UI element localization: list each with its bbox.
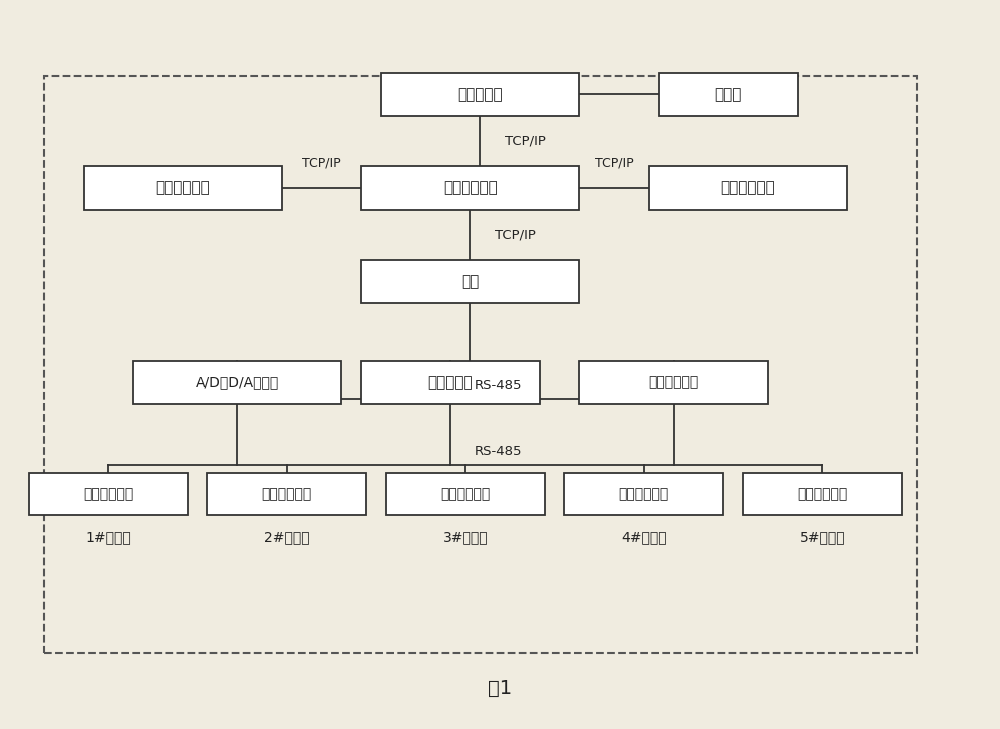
- FancyBboxPatch shape: [579, 361, 768, 404]
- Text: 设备组态网卡: 设备组态网卡: [619, 487, 669, 502]
- Text: 开关量输入器: 开关量输入器: [648, 375, 699, 389]
- FancyBboxPatch shape: [361, 361, 540, 404]
- Text: TCP/IP: TCP/IP: [595, 157, 633, 170]
- FancyBboxPatch shape: [564, 473, 723, 515]
- FancyBboxPatch shape: [133, 361, 341, 404]
- FancyBboxPatch shape: [29, 473, 188, 515]
- Text: 图1: 图1: [488, 679, 512, 698]
- Text: 监控计算机: 监控计算机: [457, 87, 503, 102]
- Text: 局域网浏览器: 局域网浏览器: [721, 181, 775, 195]
- Text: 网关: 网关: [461, 274, 479, 289]
- Text: 打印机: 打印机: [714, 87, 742, 102]
- Text: 1#层压机: 1#层压机: [85, 530, 131, 545]
- Text: RS-485: RS-485: [475, 445, 523, 459]
- FancyBboxPatch shape: [361, 166, 579, 209]
- FancyBboxPatch shape: [743, 473, 902, 515]
- Text: 设备组态网卡: 设备组态网卡: [83, 487, 133, 502]
- FancyBboxPatch shape: [361, 260, 579, 303]
- FancyBboxPatch shape: [381, 73, 579, 116]
- Text: 局域网工作站: 局域网工作站: [155, 181, 210, 195]
- Text: 局域网服务器: 局域网服务器: [443, 181, 498, 195]
- FancyBboxPatch shape: [207, 473, 366, 515]
- Text: 设备组态网卡: 设备组态网卡: [797, 487, 847, 502]
- Text: 过程输入器: 过程输入器: [428, 375, 473, 390]
- Text: RS-485: RS-485: [475, 379, 523, 392]
- Text: 设备组态网卡: 设备组态网卡: [262, 487, 312, 502]
- FancyBboxPatch shape: [386, 473, 545, 515]
- Text: A/D或D/A输入器: A/D或D/A输入器: [196, 375, 279, 389]
- Bar: [44, 77, 917, 652]
- FancyBboxPatch shape: [659, 73, 798, 116]
- Text: TCP/IP: TCP/IP: [495, 228, 536, 241]
- FancyBboxPatch shape: [649, 166, 847, 209]
- Text: 2#层压机: 2#层压机: [264, 530, 310, 545]
- Text: TCP/IP: TCP/IP: [302, 157, 341, 170]
- Text: 4#层压机: 4#层压机: [621, 530, 667, 545]
- FancyBboxPatch shape: [84, 166, 282, 209]
- Text: 3#层压机: 3#层压机: [442, 530, 488, 545]
- Text: 5#层压机: 5#层压机: [799, 530, 845, 545]
- Text: 设备组态网卡: 设备组态网卡: [440, 487, 490, 502]
- Text: TCP/IP: TCP/IP: [505, 135, 546, 147]
